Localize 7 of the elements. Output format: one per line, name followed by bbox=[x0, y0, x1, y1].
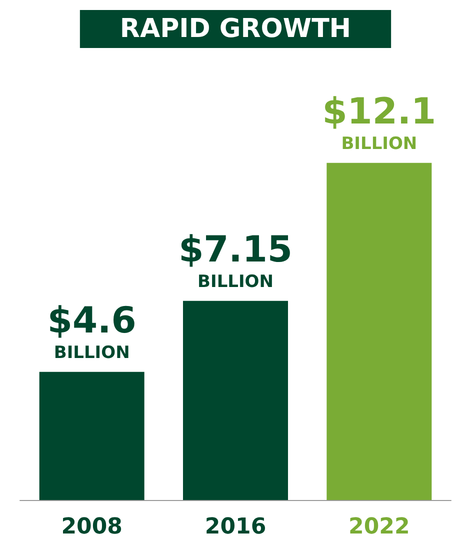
data-label: $12.1 BILLION bbox=[322, 91, 436, 154]
data-label: $4.6 BILLION bbox=[47, 300, 136, 363]
x-tick-label: 2008 bbox=[61, 514, 122, 540]
x-tick-label: 2016 bbox=[204, 514, 266, 540]
x-tick-label: 2022 bbox=[348, 514, 410, 540]
data-label: $7.15 BILLION bbox=[178, 229, 292, 292]
chart-title: RAPID GROWTH bbox=[120, 14, 352, 44]
